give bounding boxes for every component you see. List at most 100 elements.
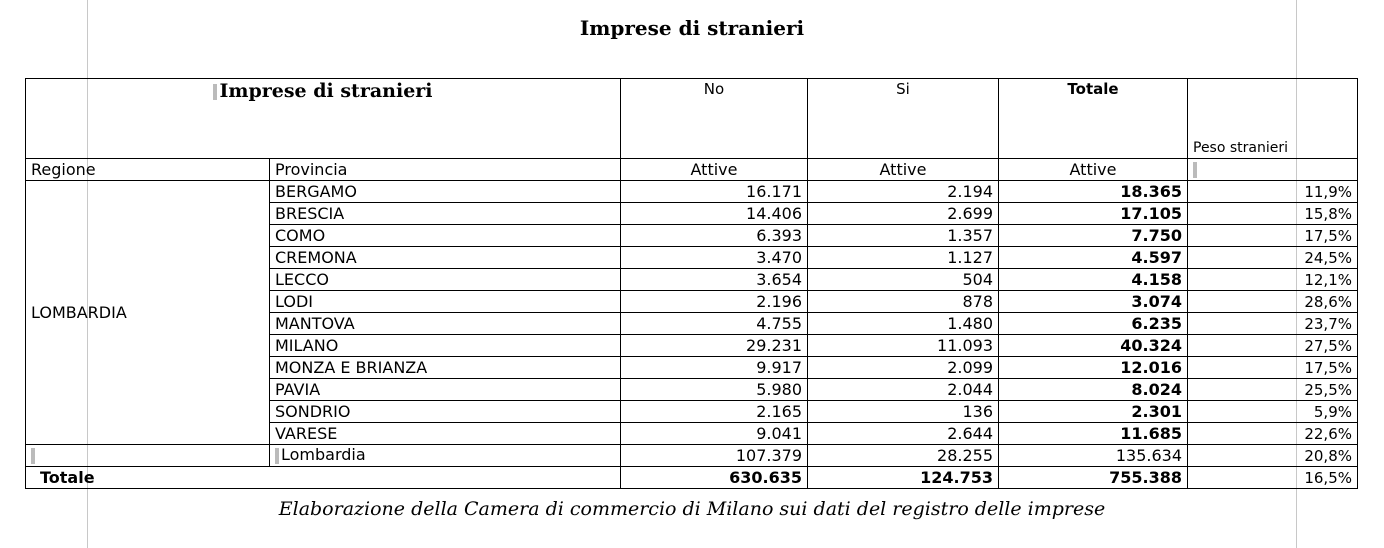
value-totale-cell: 8.024 [998,378,1188,401]
table-row: LOMBARDIA BERGAMO 16.171 2.194 18.365 11,9% [25,180,1358,445]
provincia-cell: SONDRIO [269,400,621,423]
subheader-peso [1187,158,1358,181]
table-row: SONDRIO 2.165 136 2.301 5,9% [26,400,1358,423]
value-totale-cell: 3.074 [998,290,1188,313]
subheader-provincia: Provincia [269,158,621,181]
value-si-cell: 1.127 [807,246,999,269]
value-totale-cell: 17.105 [998,202,1188,225]
value-si-cell: 2.699 [807,202,999,225]
provincia-cell: PAVIA [269,378,621,401]
value-totale-cell: 11.685 [998,422,1188,445]
total-peso-cell: 16,5% [1187,466,1358,489]
table-header-title-text: Imprese di stranieri [219,80,433,102]
peso-cell: 24,5% [1187,246,1358,269]
subheader-attive-si: Attive [807,158,999,181]
col-header-totale: Totale [998,78,1188,159]
subtotal-empty-cell [25,444,270,467]
value-no-cell: 5.980 [620,378,808,401]
subheader-regione: Regione [25,158,270,181]
provincia-cell: LECCO [269,268,621,291]
provincia-cell: MONZA E BRIANZA [269,356,621,379]
value-no-cell: 3.654 [620,268,808,291]
header-row: Imprese di stranieri No Si Totale Peso s… [25,78,1358,159]
provincia-cell: BERGAMO [269,180,621,203]
col-header-si: Si [807,78,999,159]
subtotal-no-cell: 107.379 [620,444,808,467]
peso-cell: 5,9% [1187,400,1358,423]
value-totale-cell: 40.324 [998,334,1188,357]
subtotal-totale-cell: 135.634 [998,444,1188,467]
value-totale-cell: 4.158 [998,268,1188,291]
subtotal-label: Lombardia [281,445,366,465]
value-no-cell: 9.041 [620,422,808,445]
table-row: MILANO 29.231 11.093 40.324 27,5% [26,334,1358,357]
value-no-cell: 14.406 [620,202,808,225]
col-header-no: No [620,78,808,159]
value-no-cell: 16.171 [620,180,808,203]
col-header-peso: Peso stranieri [1187,78,1358,159]
table-row: CREMONA 3.470 1.127 4.597 24,5% [26,246,1358,269]
value-si-cell: 11.093 [807,334,999,357]
peso-cell: 17,5% [1187,224,1358,247]
peso-cell: 23,7% [1187,312,1358,335]
total-totale-cell: 755.388 [998,466,1188,489]
peso-cell: 27,5% [1187,334,1358,357]
total-row: Totale 630.635 124.753 755.388 16,5% [25,466,1358,489]
value-no-cell: 4.755 [620,312,808,335]
value-totale-cell: 2.301 [998,400,1188,423]
provincia-cell: MILANO [269,334,621,357]
value-totale-cell: 6.235 [998,312,1188,335]
peso-cell: 11,9% [1187,180,1358,203]
value-si-cell: 2.044 [807,378,999,401]
value-si-cell: 1.357 [807,224,999,247]
provincia-cell: MANTOVA [269,312,621,335]
subtotal-row: Lombardia 107.379 28.255 135.634 20,8% [25,444,1358,467]
value-si-cell: 2.194 [807,180,999,203]
value-no-cell: 6.393 [620,224,808,247]
cell-marker [213,84,218,100]
table-row: MONZA E BRIANZA 9.917 2.099 12.016 17,5% [26,356,1358,379]
value-si-cell: 878 [807,290,999,313]
value-no-cell: 2.196 [620,290,808,313]
value-si-cell: 1.480 [807,312,999,335]
provincia-cell: VARESE [269,422,621,445]
value-si-cell: 2.644 [807,422,999,445]
peso-cell: 25,5% [1187,378,1358,401]
provincia-cell: LODI [269,290,621,313]
value-totale-cell: 4.597 [998,246,1188,269]
peso-cell: 28,6% [1187,290,1358,313]
peso-cell: 17,5% [1187,356,1358,379]
value-no-cell: 3.470 [620,246,808,269]
cell-marker [1193,161,1197,178]
value-si-cell: 2.099 [807,356,999,379]
table-row: MANTOVA 4.755 1.480 6.235 23,7% [26,312,1358,335]
peso-cell: 12,1% [1187,268,1358,291]
table-row: VARESE 9.041 2.644 11.685 22,6% [26,422,1358,445]
provincia-cell: BRESCIA [269,202,621,225]
subtotal-peso-cell: 20,8% [1187,444,1358,467]
value-si-cell: 504 [807,268,999,291]
cell-marker [275,447,279,464]
total-label-cell: Totale [25,466,621,489]
value-no-cell: 2.165 [620,400,808,423]
table-row: LECCO 3.654 504 4.158 12,1% [26,268,1358,291]
value-no-cell: 9.917 [620,356,808,379]
peso-cell: 15,8% [1187,202,1358,225]
peso-cell: 22,6% [1187,422,1358,445]
page-title: Imprese di stranieri [579,16,805,40]
region-cell: LOMBARDIA [25,180,270,445]
table-row: BRESCIA 14.406 2.699 17.105 15,8% [26,202,1358,225]
subtotal-label-cell: Lombardia [269,444,621,467]
cell-marker [31,447,35,464]
subheader-attive-totale: Attive [998,158,1188,181]
subtotal-si-cell: 28.255 [807,444,999,467]
value-totale-cell: 7.750 [998,224,1188,247]
total-no-cell: 630.635 [620,466,808,489]
value-si-cell: 136 [807,400,999,423]
provincia-cell: COMO [269,224,621,247]
total-si-cell: 124.753 [807,466,999,489]
provincia-cell: CREMONA [269,246,621,269]
subheader-row: Regione Provincia Attive Attive Attive [25,158,1358,181]
value-totale-cell: 18.365 [998,180,1188,203]
source-caption: Elaborazione della Camera di commercio d… [278,498,1106,520]
